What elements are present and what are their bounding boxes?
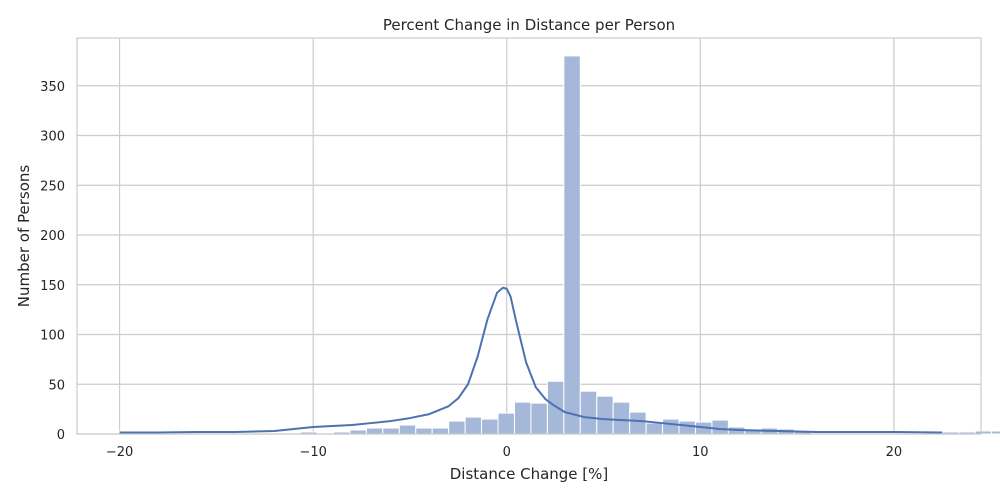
histogram-bar	[678, 420, 696, 435]
histogram-bar	[563, 55, 581, 435]
histogram-bar	[612, 401, 631, 435]
kde-layer	[119, 286, 943, 434]
histogram-bar	[481, 418, 499, 435]
histogram-bar	[991, 430, 1000, 435]
x-axis-label: Distance Change [%]	[450, 465, 609, 483]
histogram-bar	[464, 416, 483, 435]
y-tick-label: 200	[40, 229, 65, 244]
y-tick-label: 100	[40, 329, 65, 344]
y-tick-label: 150	[40, 279, 65, 294]
histogram-bar	[645, 422, 664, 435]
y-tick-label: 0	[57, 428, 65, 443]
histogram-bar	[513, 401, 532, 435]
y-tick-label: 250	[40, 179, 65, 194]
y-tick-label: 50	[48, 378, 65, 393]
x-tick-label: 10	[692, 445, 709, 460]
histogram-bar	[448, 420, 466, 435]
histogram-bar	[431, 427, 450, 435]
y-tick-label: 350	[40, 80, 65, 95]
histogram-bar	[629, 411, 647, 435]
x-tick-label: 20	[886, 445, 903, 460]
x-tick-label: 0	[503, 445, 511, 460]
histogram-bar	[415, 427, 433, 435]
grid-layer	[77, 38, 981, 435]
histogram-bar	[382, 427, 400, 435]
histogram-bar	[579, 390, 598, 435]
histogram-bar	[596, 395, 614, 435]
x-tick-label: −10	[299, 445, 326, 460]
histogram-bar	[546, 380, 565, 435]
y-axis-label: Number of Persons	[15, 165, 33, 308]
histogram-bar	[711, 419, 729, 435]
histogram-bar	[497, 412, 515, 435]
x-tick-label: −20	[106, 445, 133, 460]
y-tick-label: 300	[40, 130, 65, 145]
histogram-bar	[398, 424, 417, 435]
plot-frame	[76, 37, 982, 435]
histogram-bar	[530, 402, 548, 435]
kde-curve	[119, 286, 943, 434]
histogram-bar	[365, 427, 384, 435]
histogram-bar	[662, 418, 680, 435]
chart-title: Percent Change in Distance per Person	[383, 16, 675, 34]
